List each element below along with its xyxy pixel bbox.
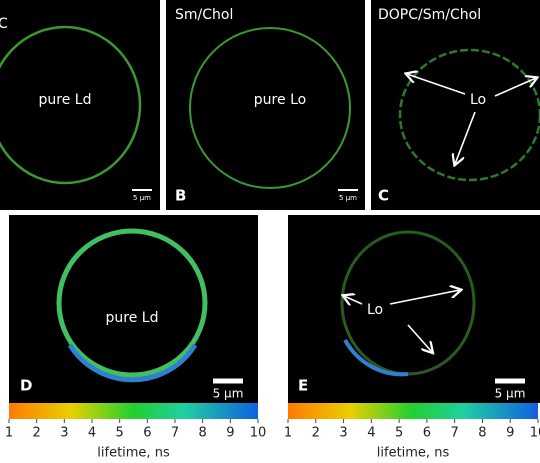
tick-label: 5 [116, 426, 124, 441]
panel-title: Sm/Chol [175, 7, 233, 23]
arrow [389, 290, 460, 305]
tick-label: 9 [506, 426, 514, 441]
panel-letter: C [378, 187, 389, 205]
colorbar [9, 403, 258, 419]
tick-label: 3 [339, 426, 347, 441]
arrow [455, 111, 476, 164]
vesicle-part [343, 339, 409, 377]
tick-label: 1 [284, 426, 292, 441]
tick-label: 4 [88, 426, 96, 441]
arrow [344, 296, 363, 304]
scale-label: 5 µm [213, 387, 244, 401]
label: pure Lo [254, 92, 306, 108]
panel-text: C [0, 16, 8, 32]
panel [9, 215, 258, 403]
panel [288, 215, 540, 403]
label: pure Ld [39, 92, 92, 108]
panel [166, 0, 365, 210]
tick-label: 4 [367, 426, 375, 441]
panel-letter: D [20, 377, 32, 395]
tick-label: 6 [423, 426, 431, 441]
tick-label: 7 [171, 426, 179, 441]
vesicle [189, 27, 351, 189]
vesicle [0, 25, 142, 185]
vesicle [56, 228, 208, 378]
tick-label: 8 [478, 426, 486, 441]
panel-title: DOPC/Sm/Chol [378, 7, 481, 23]
panel [371, 0, 540, 210]
arrow [494, 78, 536, 97]
tick-label: 5 [395, 426, 403, 441]
arrow [407, 324, 432, 352]
scale-label: 5 µm [339, 194, 357, 202]
tick-label: 3 [60, 426, 68, 441]
tick-label: 8 [199, 426, 207, 441]
scale-label: 5 µm [133, 194, 151, 202]
label: pure Ld [106, 310, 159, 326]
vesicle [398, 48, 540, 182]
panel-letter: B [175, 187, 186, 205]
tick-label: 1 [5, 426, 13, 441]
panel [0, 0, 160, 210]
scale-label: 5 µm [495, 387, 526, 401]
panel-letter: E [298, 377, 308, 395]
vesicle-part [67, 343, 198, 383]
colorbar [288, 403, 538, 419]
colorbar-label: lifetime, ns [97, 446, 170, 461]
tick-label: 9 [226, 426, 234, 441]
tick-label: 7 [451, 426, 459, 441]
arrow [407, 74, 466, 95]
tick-label: 2 [312, 426, 320, 441]
label: Lo [470, 92, 486, 108]
tick-label: 10 [530, 426, 540, 441]
tick-label: 6 [143, 426, 151, 441]
tick-label: 10 [250, 426, 267, 441]
tick-label: 2 [33, 426, 41, 441]
colorbar-label: lifetime, ns [377, 446, 450, 461]
label: Lo [367, 302, 383, 318]
